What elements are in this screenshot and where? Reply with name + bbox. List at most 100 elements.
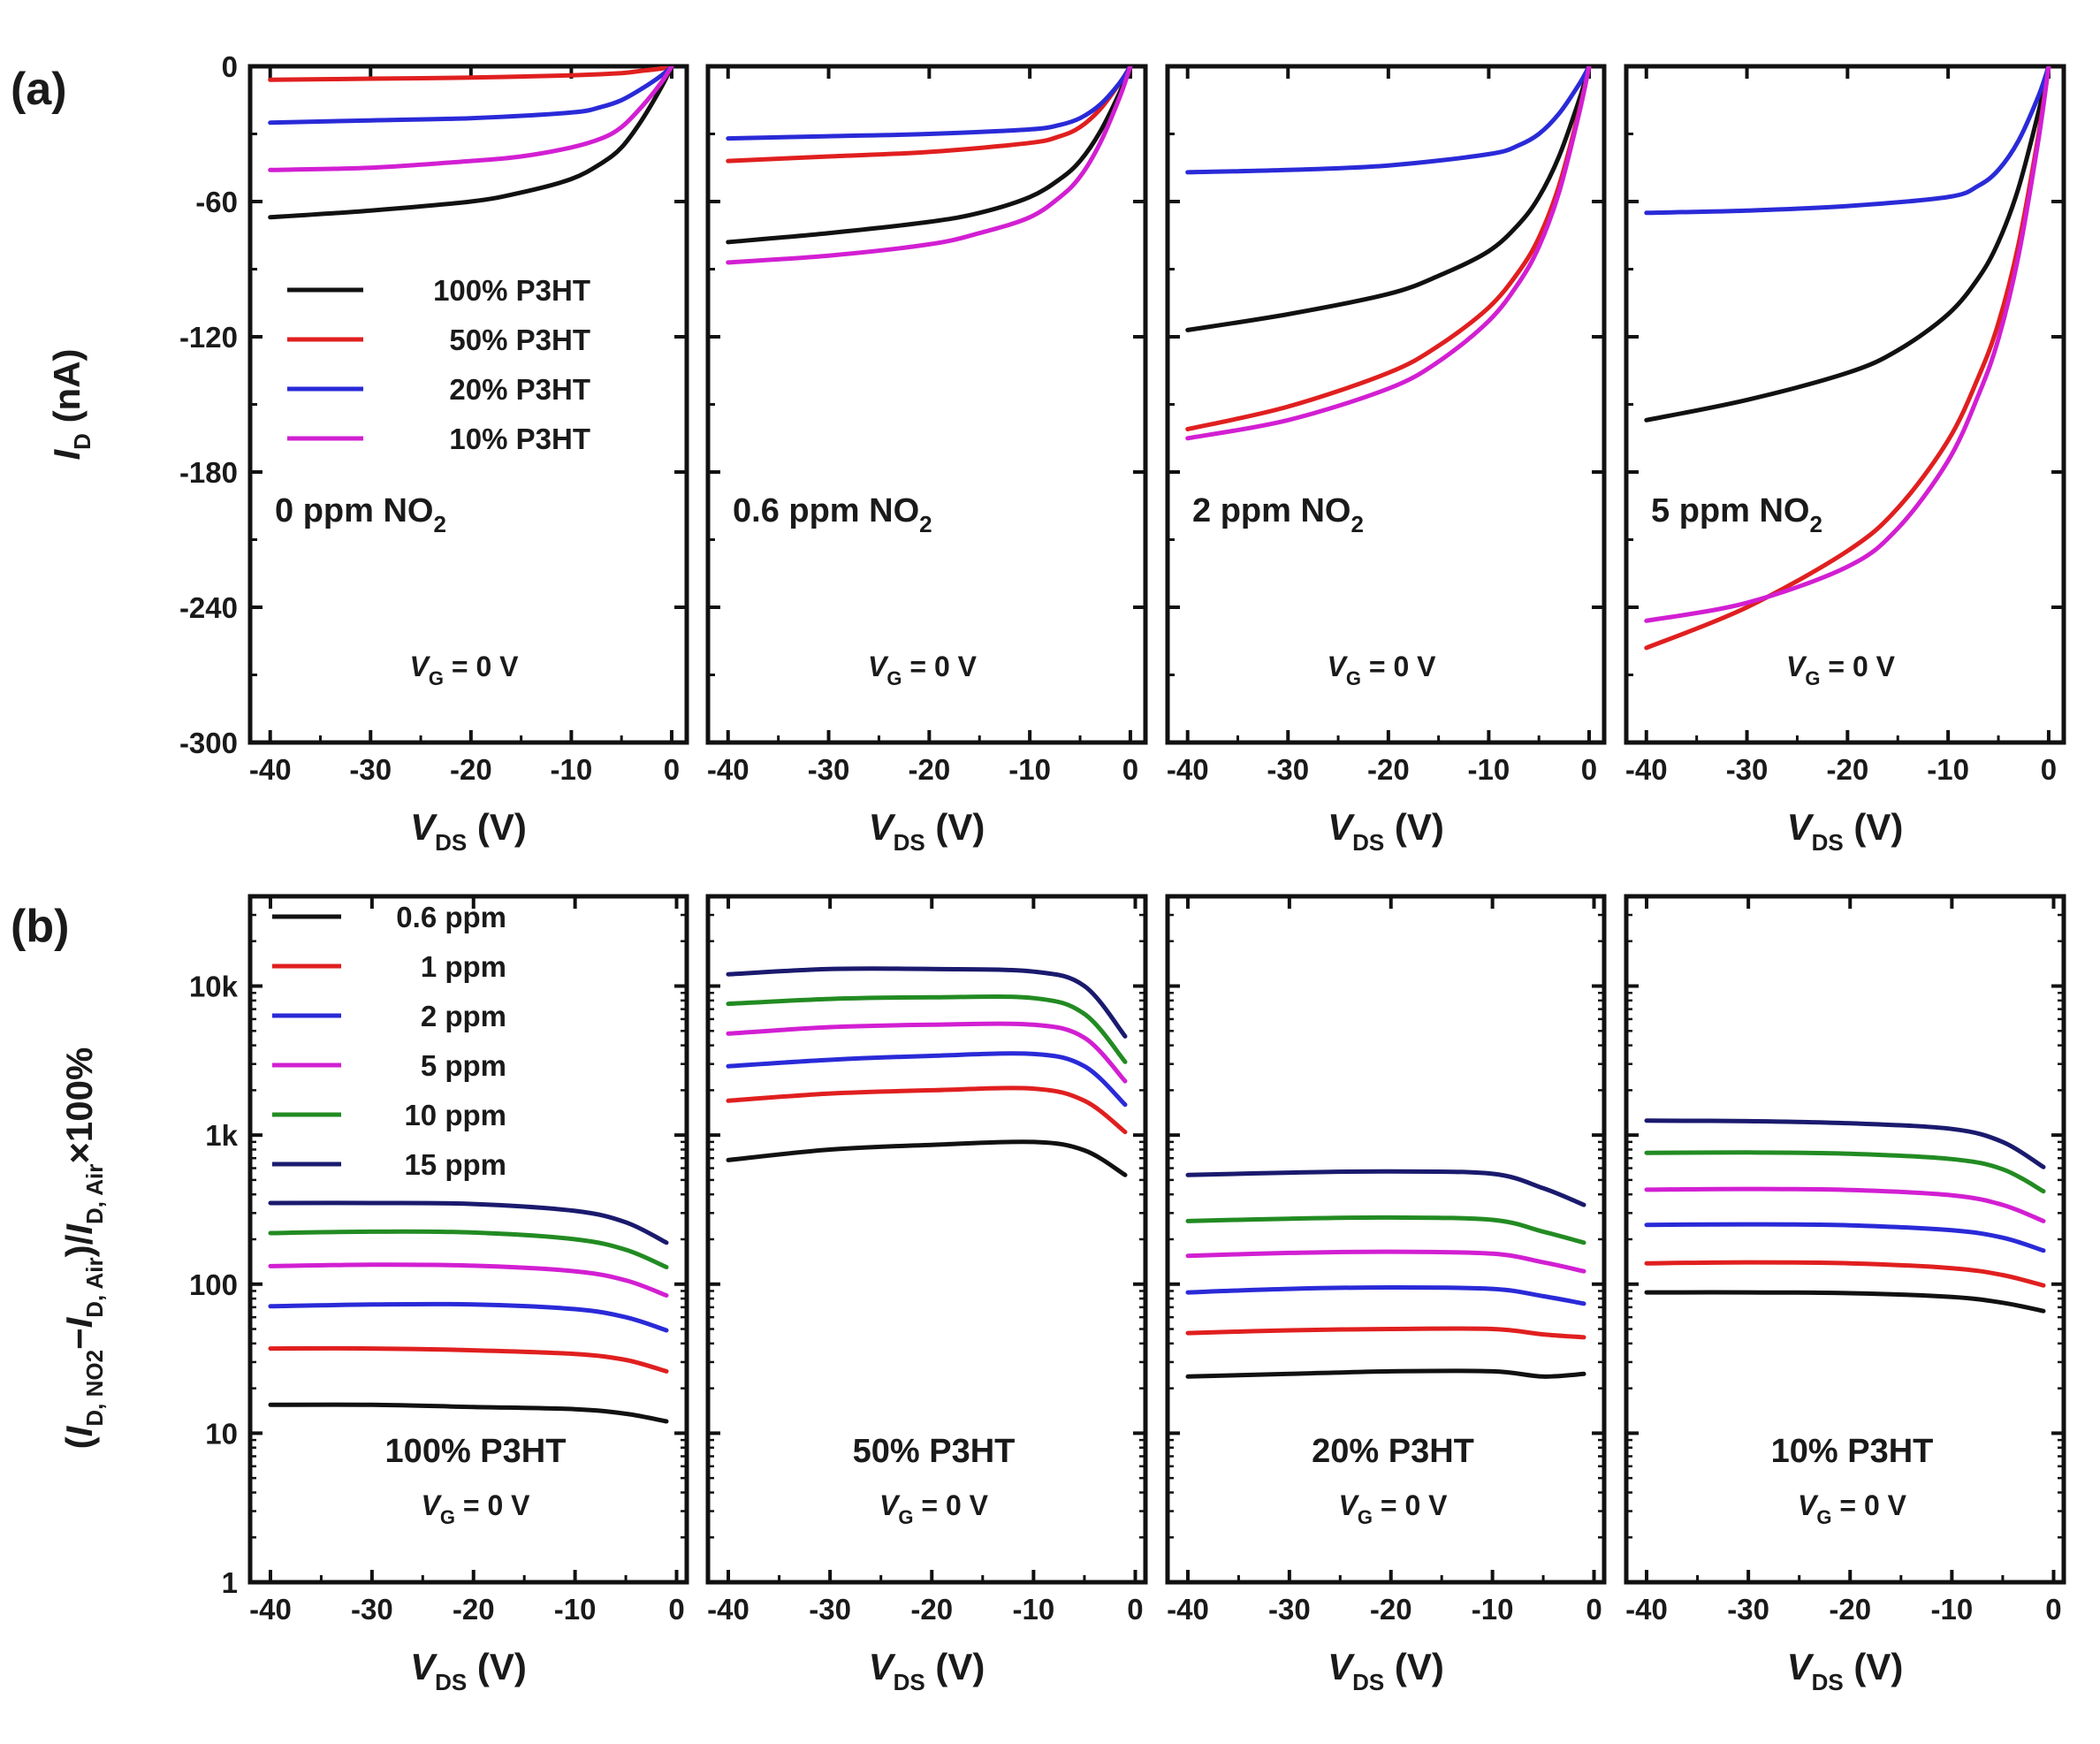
x-tick-label: -20	[1829, 1593, 1871, 1626]
chart-panel-1: -40 -30 -20 -10 0 0 -60 -120 -180 -240 -300 VDS (V)…	[46, 50, 689, 856]
x-tick-label: -30	[1726, 753, 1769, 786]
gate-voltage-label: VG = 0 V	[410, 651, 520, 689]
series-line-1-ppm	[726, 1085, 1128, 1135]
x-tick-label: -10	[1472, 1593, 1514, 1626]
series-line-5-ppm	[268, 1262, 669, 1298]
x-axis-label: VDS (V)	[1787, 1646, 1904, 1695]
plot-frame	[1624, 894, 2066, 1585]
series-line-10-ppm	[1185, 1215, 1586, 1245]
series-line-1-ppm	[1644, 1260, 2046, 1288]
chart-panel-7: -40 -30 -20 -10 0 VDS (V) 20% P3HT VG = 0 V	[1165, 894, 1607, 1695]
series-line-0-6-ppm	[1185, 1368, 1586, 1379]
x-tick-label: -40	[1625, 753, 1668, 786]
y-tick-label: 10	[205, 1417, 238, 1450]
x-tick-label: 0	[1122, 753, 1138, 786]
series-line-0-6-ppm	[268, 1402, 669, 1424]
x-tick-label: -40	[249, 1593, 292, 1626]
y-tick-label: -300	[179, 727, 238, 759]
x-axis-label: VDS (V)	[869, 806, 985, 856]
panel-annotation: 100% P3HT	[385, 1433, 567, 1470]
x-tick-label: -20	[1367, 753, 1410, 786]
chart-panel-4: -40 -30 -20 -10 0 VDS (V) 5 ppm NO2 VG = 0 V	[1624, 64, 2066, 856]
chart-panel-2: -40 -30 -20 -10 0 VDS (V) 0.6 ppm NO2 VG = 0 V	[705, 64, 1148, 856]
series-line-0-6-ppm	[1644, 1290, 2046, 1314]
legend-label: 50% P3HT	[449, 324, 590, 356]
series-line-1-ppm	[1185, 1326, 1586, 1340]
x-tick-label: -10	[1931, 1593, 1974, 1626]
y-axis-label: ID (nA)	[46, 348, 95, 460]
panel-label-a: (a)	[11, 64, 67, 115]
series-line-10-p3ht	[726, 66, 1133, 265]
x-axis-label: VDS (V)	[1328, 806, 1444, 856]
series-line-50-p3ht	[726, 66, 1133, 164]
gate-voltage-label: VG = 0 V	[1786, 651, 1896, 689]
series-line-50-p3ht	[1644, 66, 2051, 651]
x-axis-label: VDS (V)	[1787, 806, 1904, 856]
y-tick-label: 1k	[205, 1119, 238, 1152]
series-line-10-ppm	[268, 1229, 669, 1269]
panel-annotation: 0 ppm NO2	[275, 492, 446, 537]
x-axis-label: VDS (V)	[410, 806, 527, 856]
panel-annotation: 0.6 ppm NO2	[733, 492, 932, 537]
series-line-100-p3ht	[268, 66, 674, 220]
legend-label: 15 ppm	[404, 1148, 506, 1181]
series-line-2-ppm	[1644, 1222, 2046, 1253]
x-tick-label: -20	[453, 1593, 495, 1626]
series-line-2-ppm	[268, 1301, 669, 1333]
series-line-15-ppm	[1185, 1169, 1586, 1207]
x-tick-label: -10	[1927, 753, 1969, 786]
x-tick-label: -20	[908, 753, 950, 786]
series-line-5-ppm	[1644, 1186, 2046, 1223]
panel-annotation: 20% P3HT	[1312, 1433, 1474, 1470]
gate-voltage-label: VG = 0 V	[1328, 651, 1437, 689]
x-tick-label: -40	[707, 753, 749, 786]
series-line-2-ppm	[1185, 1284, 1586, 1306]
chart-panel-5: -40 -30 -20 -10 0 1 10 100 1k 10k VDS (V) 100% P3HT…	[58, 894, 689, 1695]
legend-label: 0.6 ppm	[396, 901, 506, 933]
x-tick-label: 0	[2041, 753, 2057, 786]
gate-voltage-label: VG = 0 V	[1798, 1489, 1907, 1528]
series-line-10-p3ht	[1644, 66, 2051, 623]
x-tick-label: 0	[1586, 1593, 1602, 1626]
legend: 0.6 ppm 1 ppm 2 ppm 5 ppm 10 ppm 15 ppm	[272, 901, 506, 1181]
legend-label: 2 ppm	[421, 1000, 506, 1032]
series-line-5-ppm	[726, 1021, 1128, 1084]
legend: 100% P3HT 50% P3HT 20% P3HT 10% P3HT	[287, 274, 590, 455]
series-line-15-ppm	[726, 966, 1128, 1039]
x-tick-label: -20	[1370, 1593, 1412, 1626]
legend-label: 1 ppm	[421, 950, 506, 983]
series-line-15-ppm	[1644, 1118, 2046, 1169]
x-tick-label: -10	[1013, 1593, 1055, 1626]
legend-label: 5 ppm	[421, 1049, 506, 1082]
series-line-0-6-ppm	[726, 1139, 1128, 1177]
y-tick-label: 1	[222, 1566, 238, 1599]
legend-label: 20% P3HT	[449, 373, 590, 406]
panel-label-b: (b)	[11, 901, 69, 952]
gate-voltage-label: VG = 0 V	[879, 1489, 989, 1528]
series-line-10-ppm	[726, 994, 1128, 1064]
x-tick-label: -40	[707, 1593, 749, 1626]
x-tick-label: -30	[1268, 1593, 1311, 1626]
x-tick-label: -10	[1008, 753, 1051, 786]
x-tick-label: -20	[910, 1593, 953, 1626]
series-line-10-p3ht	[1185, 66, 1592, 441]
series-line-10-ppm	[1644, 1150, 2046, 1194]
series-line-50-p3ht	[1185, 66, 1592, 431]
x-tick-label: 0	[1127, 1593, 1143, 1626]
series-line-100-p3ht	[1644, 66, 2051, 423]
y-tick-label: 0	[222, 50, 238, 83]
series-line-10-p3ht	[268, 66, 674, 172]
y-axis-label: (ID, NO2−ID, Air)/ID, Air×100%	[58, 1047, 108, 1450]
series-line-20-p3ht	[268, 66, 674, 126]
chart-panel-6: -40 -30 -20 -10 0 VDS (V) 50% P3HT VG = 0 V	[705, 894, 1148, 1695]
x-tick-label: -20	[1826, 753, 1868, 786]
x-tick-label: 0	[1581, 753, 1597, 786]
y-tick-label: 100	[189, 1268, 238, 1301]
y-tick-label: -120	[179, 321, 238, 354]
x-axis-label: VDS (V)	[869, 1646, 985, 1695]
x-tick-label: -10	[1468, 753, 1510, 786]
x-tick-label: 0	[668, 1593, 684, 1626]
series-line-50-p3ht	[268, 66, 674, 82]
